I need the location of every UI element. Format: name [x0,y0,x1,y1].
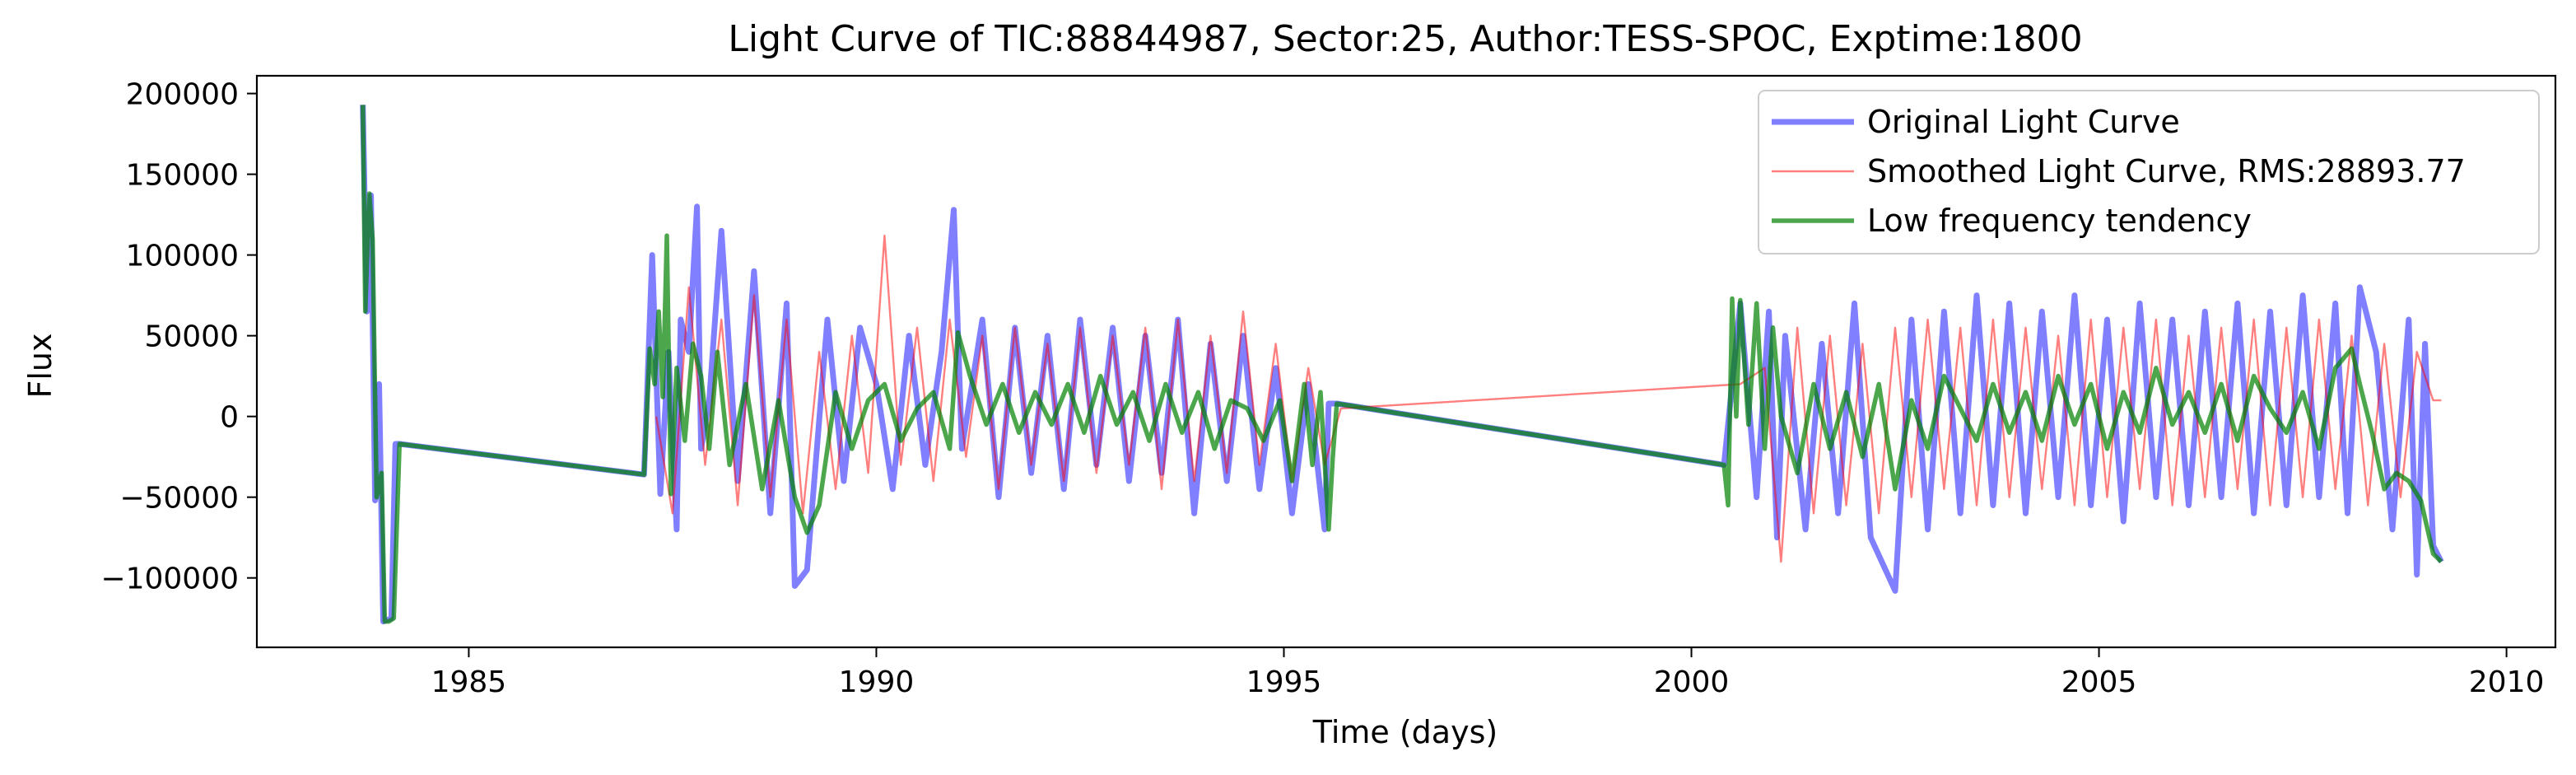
y-tick-label: 0 [220,401,239,435]
legend: Original Light Curve Smoothed Light Curve… [1758,90,2540,254]
plot-frame [255,74,2557,649]
x-tick-label: 1985 [431,665,507,699]
series-line-2 [654,234,2442,563]
series-line-3 [360,105,2443,624]
x-axis: 1985 1990 1995 2000 2005 2010 [431,647,2545,699]
y-tick-label: 150000 [126,159,239,193]
x-axis-label: Time (days) [1312,714,1498,750]
y-tick-label: −100000 [100,563,239,596]
y-tick-label: 100000 [126,240,239,273]
x-tick-label: 2010 [2469,665,2545,699]
y-axis-label: Flux [22,334,58,399]
series-layer [360,105,2444,625]
y-axis: −100000 −50000 0 50000 100000 150000 200000 [100,78,257,596]
x-tick-label: 2000 [1654,665,1730,699]
y-tick-label: 50000 [144,320,239,354]
chart-title: Light Curve of TIC:88844987, Sector:25, … [728,18,2082,60]
x-tick-label: 2005 [2061,665,2137,699]
legend-label-3: Low frequency tendency [1867,203,2252,239]
y-tick-label: −50000 [119,482,239,516]
x-tick-label: 1990 [839,665,915,699]
legend-label-2: Smoothed Light Curve, RMS:28893.77 [1867,153,2466,189]
legend-label-1: Original Light Curve [1867,104,2180,140]
x-tick-label: 1995 [1246,665,1322,699]
y-tick-label: 200000 [126,78,239,112]
legend-box [1758,90,2540,254]
